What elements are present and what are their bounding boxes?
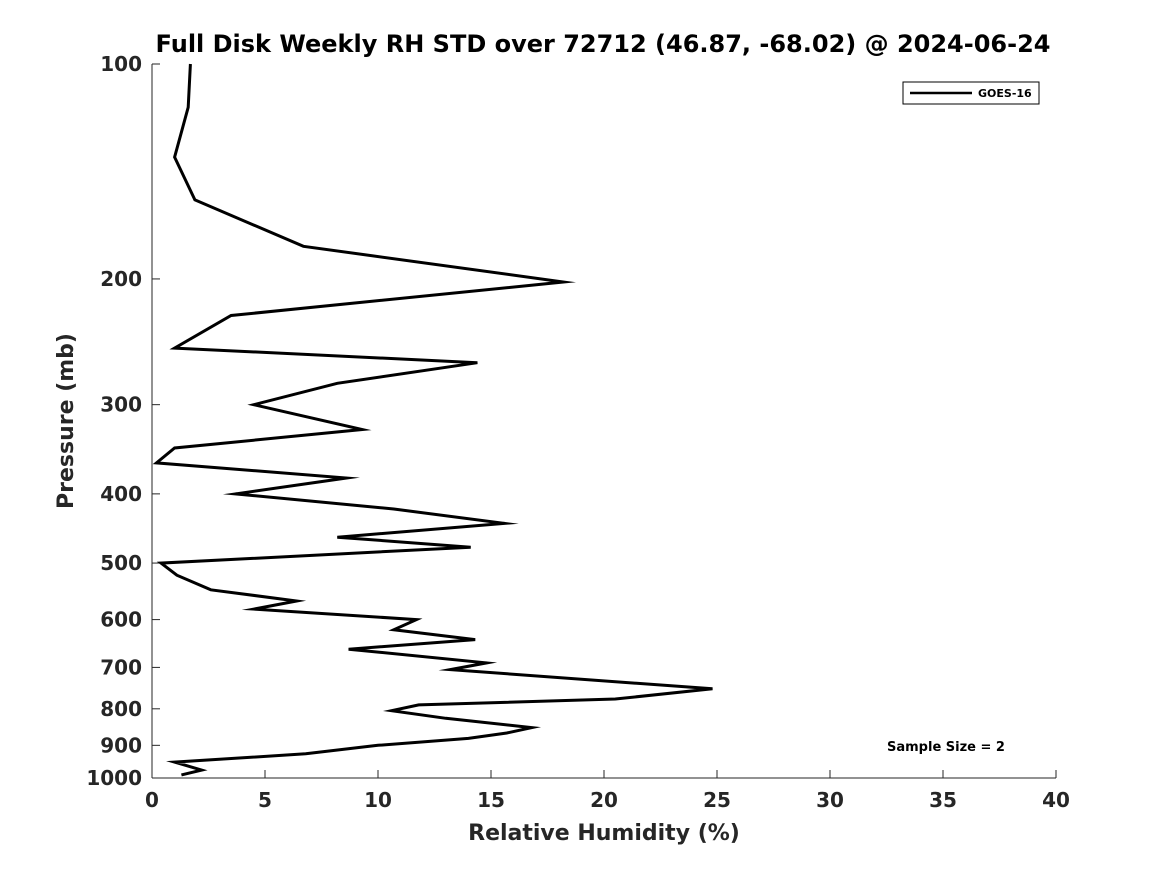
y-tick-label: 900	[100, 733, 142, 757]
y-tick-label: 700	[100, 655, 142, 679]
y-tick-label: 1000	[86, 766, 142, 790]
y-tick-label: 800	[100, 697, 142, 721]
chart-title: Full Disk Weekly RH STD over 72712 (46.8…	[156, 30, 1051, 58]
x-tick-label: 0	[145, 788, 159, 812]
x-tick-label: 20	[590, 788, 618, 812]
y-tick-label: 200	[100, 267, 142, 291]
y-tick-label: 300	[100, 393, 142, 417]
sample-size-annotation: Sample Size = 2	[887, 740, 1005, 755]
x-tick-label: 30	[816, 788, 844, 812]
x-tick-label: 25	[703, 788, 731, 812]
y-axis-ticks: 100 200 300 400 500 600 700 800 900 1000	[86, 52, 160, 790]
legend-entry-goes-16: GOES-16	[978, 87, 1032, 100]
y-tick-label: 600	[100, 608, 142, 632]
x-axis-label: Relative Humidity (%)	[468, 821, 740, 846]
y-tick-label: 100	[100, 52, 142, 76]
series-line-goes-16	[152, 63, 713, 777]
y-tick-label: 400	[100, 482, 142, 506]
y-tick-label: 500	[100, 551, 142, 575]
x-tick-label: 35	[929, 788, 957, 812]
x-tick-label: 40	[1042, 788, 1070, 812]
legend: GOES-16	[902, 81, 1040, 105]
series-layer	[152, 63, 713, 777]
x-axis-ticks: 0 5 10 15 20 25 30 35 40	[145, 770, 1070, 812]
plot-axes	[151, 64, 1056, 779]
x-tick-label: 15	[477, 788, 505, 812]
x-tick-label: 5	[258, 788, 272, 812]
x-tick-label: 10	[364, 788, 392, 812]
y-axis-label: Pressure (mb)	[54, 333, 79, 509]
